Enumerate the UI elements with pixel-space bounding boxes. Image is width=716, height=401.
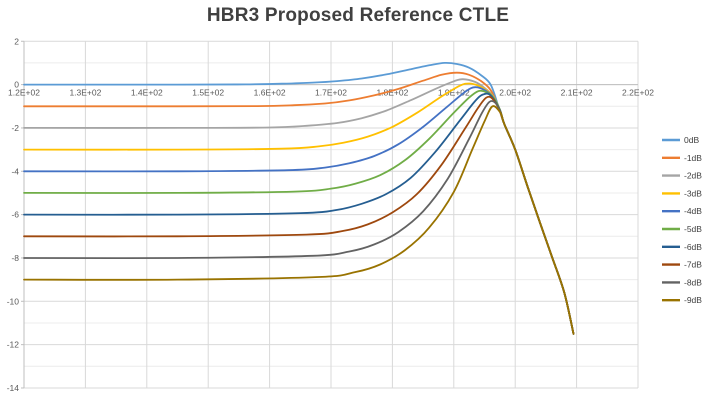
legend-item--6dB[interactable]: -6dB [662,242,702,252]
y-tick-label: -8 [11,253,19,263]
series-line--1dB[interactable] [23,71,575,335]
x-tick-label: 1.4E+02 [131,88,163,98]
legend-item--2dB[interactable]: -2dB [662,171,702,181]
y-tick-label: 0 [14,80,19,90]
y-tick-label: -2 [11,123,19,133]
legend-item--8dB[interactable]: -8dB [662,277,702,287]
x-tick-label: 1.3E+02 [69,88,101,98]
legend-label--3dB: -3dB [684,188,702,198]
y-tick-label: -4 [11,166,19,176]
x-tick-label: 1.8E+02 [376,88,408,98]
legend-label--7dB: -7dB [684,260,702,270]
series-line--8dB[interactable] [23,100,575,335]
legend-item-0dB[interactable]: 0dB [662,135,699,145]
series-line--2dB[interactable] [23,78,575,335]
legend-item--5dB[interactable]: -5dB [662,224,702,234]
series-line-0dB[interactable] [23,61,575,335]
legend-item--7dB[interactable]: -7dB [662,260,702,270]
y-tick-label: -10 [7,296,20,306]
series-line--9dB[interactable] [23,105,575,335]
x-tick-label: 1.5E+02 [192,88,224,98]
x-tick-label: 1.2E+02 [8,88,40,98]
legend-label--6dB: -6dB [684,242,702,252]
legend-label--8dB: -8dB [684,277,702,287]
y-tick-label: -14 [7,383,20,393]
series-line--4dB[interactable] [23,86,575,335]
legend-item--9dB[interactable]: -9dB [662,295,702,305]
legend-label--2dB: -2dB [684,171,702,181]
x-tick-label: 2.1E+02 [561,88,593,98]
legend-item--3dB[interactable]: -3dB [662,188,702,198]
legend-label-0dB: 0dB [684,135,699,145]
x-tick-label: 1.7E+02 [315,88,347,98]
legend-item--4dB[interactable]: -4dB [662,206,702,216]
x-tick-label: 2.0E+02 [499,88,531,98]
x-tick-label: 1.6E+02 [254,88,286,98]
y-tick-label: -12 [7,340,20,350]
series-line--6dB[interactable] [23,92,575,335]
legend-label--4dB: -4dB [684,206,702,216]
legend-label--1dB: -1dB [684,153,702,163]
x-tick-label: 1.9E+02 [438,88,470,98]
legend-label--9dB: -9dB [684,295,702,305]
chart-title[interactable]: HBR3 Proposed Reference CTLE [206,5,510,26]
y-tick-label: -6 [11,210,19,220]
legend-item--1dB[interactable]: -1dB [662,153,702,163]
series-line--3dB[interactable] [23,82,575,335]
x-tick-label: 2.2E+02 [622,88,654,98]
y-tick-label: 2 [14,36,19,46]
legend-label--5dB: -5dB [684,224,702,234]
